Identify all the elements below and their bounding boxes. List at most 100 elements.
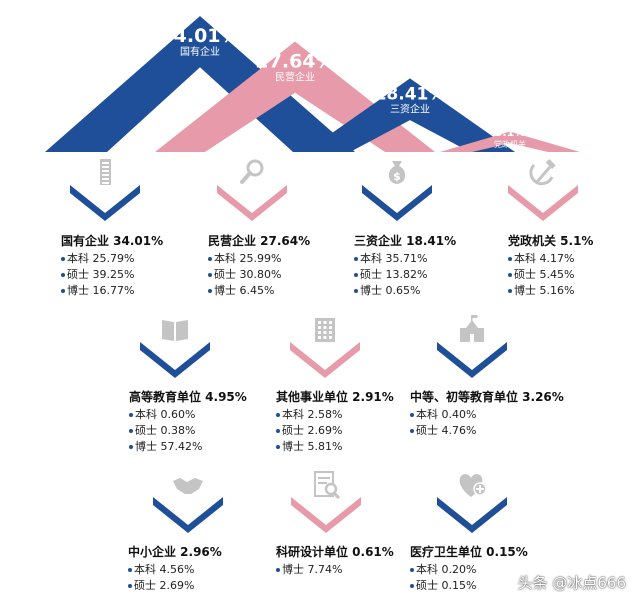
hammer-sickle-icon — [529, 159, 556, 186]
bullet-icon — [354, 273, 358, 277]
degree-row-text: 硕士 5.45% — [514, 268, 575, 281]
degree-row-text: 硕士 39.25% — [67, 268, 135, 281]
chevron-marker — [153, 497, 223, 533]
degree-row: 本科 0.20% — [410, 561, 476, 577]
office-building-icon — [315, 318, 335, 342]
degree-row-text: 本科 25.79% — [67, 252, 135, 265]
degree-row-text: 本科 0.60% — [135, 408, 196, 421]
degree-row: 硕士 0.15% — [410, 577, 476, 593]
chevron-marker — [437, 497, 507, 533]
degree-row-text: 博士 7.74% — [282, 563, 343, 576]
bullet-icon — [128, 584, 132, 588]
degree-row-text: 本科 25.99% — [214, 252, 282, 265]
book-icon — [162, 320, 188, 341]
mountain-series-label: 三资企业 — [390, 102, 430, 115]
chevron-down-icon — [153, 497, 223, 533]
degree-row: 硕士 0.38% — [129, 422, 195, 438]
card-title: 党政机关 5.1% — [508, 234, 594, 248]
bullet-icon — [276, 429, 280, 433]
degree-row-text: 本科 0.40% — [416, 408, 477, 421]
mountain-value-label: 18.41% — [375, 84, 446, 104]
degree-row: 本科 4.17% — [508, 250, 574, 266]
mountain-4 — [440, 131, 580, 152]
degree-row-text: 博士 0.65% — [360, 284, 421, 297]
degree-row: 博士 5.16% — [508, 282, 574, 298]
heart-plus-icon — [459, 474, 487, 497]
degree-row-text: 本科 0.20% — [416, 563, 477, 576]
degree-row-text: 博士 57.42% — [135, 440, 203, 453]
degree-row: 硕士 2.69% — [128, 577, 194, 593]
degree-row: 硕士 39.25% — [61, 266, 134, 282]
degree-row-text: 本科 2.58% — [282, 408, 343, 421]
chevron-marker — [70, 185, 140, 221]
degree-row-text: 本科 4.56% — [134, 563, 195, 576]
bullet-icon — [410, 429, 414, 433]
degree-row: 硕士 4.76% — [410, 422, 476, 438]
degree-row: 本科 25.99% — [208, 250, 281, 266]
degree-row: 本科 35.71% — [354, 250, 427, 266]
card-title: 民营企业 27.64% — [208, 234, 311, 248]
bullet-icon — [208, 289, 212, 293]
degree-row-text: 硕士 0.15% — [416, 579, 477, 592]
degree-row: 博士 7.74% — [276, 561, 342, 577]
degree-row-text: 硕士 13.82% — [360, 268, 428, 281]
magnifier-icon — [240, 159, 264, 184]
degree-row: 本科 0.60% — [129, 406, 195, 422]
watermark: 头条 @冰点666 — [517, 574, 626, 592]
mountain-series-label: 民营企业 — [275, 71, 315, 84]
card-title: 中等、初等教育单位 3.26% — [410, 390, 564, 404]
bullet-icon — [208, 257, 212, 261]
mountain-chart: 34.01%国有企业 27.64%民营企业 18.41%三资企业 5.1%党政机关 — [45, 15, 580, 152]
degree-row: 本科 25.79% — [61, 250, 134, 266]
svg-text:$: $ — [393, 170, 401, 183]
degree-row-text: 本科 4.17% — [514, 252, 575, 265]
chevron-down-icon — [291, 497, 361, 533]
bullet-icon — [129, 413, 133, 417]
card-title: 国有企业 34.01% — [61, 234, 164, 248]
card-title: 其他事业单位 2.91% — [276, 390, 394, 404]
degree-row: 博士 6.45% — [208, 282, 274, 298]
degree-row-text: 硕士 0.38% — [135, 424, 196, 437]
chevron-down-icon — [508, 185, 578, 221]
degree-row-text: 硕士 2.69% — [134, 579, 195, 592]
card-title: 科研设计单位 0.61% — [276, 545, 394, 559]
degree-row: 硕士 2.69% — [276, 422, 342, 438]
mountain-series-label: 党政机关 — [494, 139, 526, 149]
bullet-icon — [61, 257, 65, 261]
degree-row: 本科 2.58% — [276, 406, 342, 422]
mountain-value-label: 5.1% — [495, 126, 526, 139]
bullet-icon — [508, 257, 512, 261]
chevron-down-icon — [362, 185, 432, 221]
money-bag-icon: $ — [388, 161, 406, 184]
card-title: 医疗卫生单位 0.15% — [410, 545, 528, 559]
chevron-marker — [217, 185, 287, 221]
bullet-icon — [61, 273, 65, 277]
mountain-value-label: 27.64% — [255, 51, 334, 73]
chevron-marker — [291, 497, 361, 533]
chevron-marker — [508, 185, 578, 221]
bullet-icon — [508, 273, 512, 277]
mountain-value-label: 34.01% — [160, 25, 239, 47]
degree-row-text: 硕士 2.69% — [282, 424, 343, 437]
chevron-marker — [437, 342, 507, 378]
degree-row-text: 博士 16.77% — [67, 284, 135, 297]
chevron-marker — [140, 342, 210, 378]
bullet-icon — [61, 289, 65, 293]
mountain-series-label: 国有企业 — [180, 45, 220, 58]
degree-row: 硕士 30.80% — [208, 266, 281, 282]
bullet-icon — [410, 413, 414, 417]
chevron-marker — [290, 342, 360, 378]
mountain-1 — [45, 15, 355, 152]
building-icon — [100, 159, 111, 185]
degree-row: 博士 16.77% — [61, 282, 134, 298]
card-title: 高等教育单位 4.95% — [129, 390, 247, 404]
bullet-icon — [208, 273, 212, 277]
bullet-icon — [354, 289, 358, 293]
bullet-icon — [410, 584, 414, 588]
degree-row: 硕士 13.82% — [354, 266, 427, 282]
degree-row: 硕士 5.45% — [508, 266, 574, 282]
degree-row-text: 硕士 30.80% — [214, 268, 282, 281]
chevron-down-icon — [217, 185, 287, 221]
chevron-marker — [362, 185, 432, 221]
degree-row: 博士 57.42% — [129, 438, 202, 454]
